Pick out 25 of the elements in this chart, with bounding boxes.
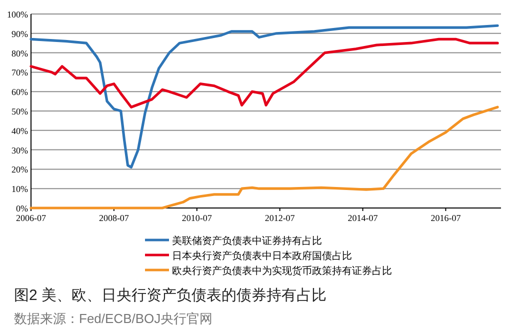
x-tick-label: 2010-07 [182, 213, 212, 223]
text: 图2 美、欧、日央行资产负债表的债券持有占比 [14, 287, 327, 304]
line-series [30, 24, 499, 169]
legend-label: 欧央行资产负债表中为实现货币政策持有证券占比 [172, 265, 392, 277]
x-tick-label: 2014-07 [348, 213, 378, 223]
y-tick-label: 80% [12, 48, 28, 58]
y-tick-label: 0% [16, 204, 28, 214]
y-tick-label: 100% [7, 10, 28, 20]
y-tick-label: 70% [12, 68, 28, 78]
x-tick-label: 2008-07 [98, 213, 130, 223]
source-note: 数据来源：Fed/ECB/BOJ央行官网 [14, 311, 213, 326]
line-series [30, 106, 499, 210]
y-tick-label: 50% [12, 106, 28, 116]
x-tick-label: 2016-07 [430, 213, 462, 223]
y-tick-label: 40% [12, 126, 28, 136]
y-tick-label: 20% [12, 164, 28, 175]
line-series [30, 38, 499, 108]
legend-label: 日本央行资产负债表中日本政府国债占比 [172, 250, 352, 262]
legend-label: 美联储资产负债表中证券持有占比 [172, 235, 322, 247]
x-tick-label: 2012-07 [264, 213, 296, 223]
x-tick-label: 2006-07 [16, 213, 46, 223]
y-tick-label: 60% [12, 87, 28, 98]
y-tick-label: 90% [12, 28, 28, 39]
y-tick-label: 30% [12, 145, 28, 156]
y-tick-label: 10% [12, 184, 28, 194]
